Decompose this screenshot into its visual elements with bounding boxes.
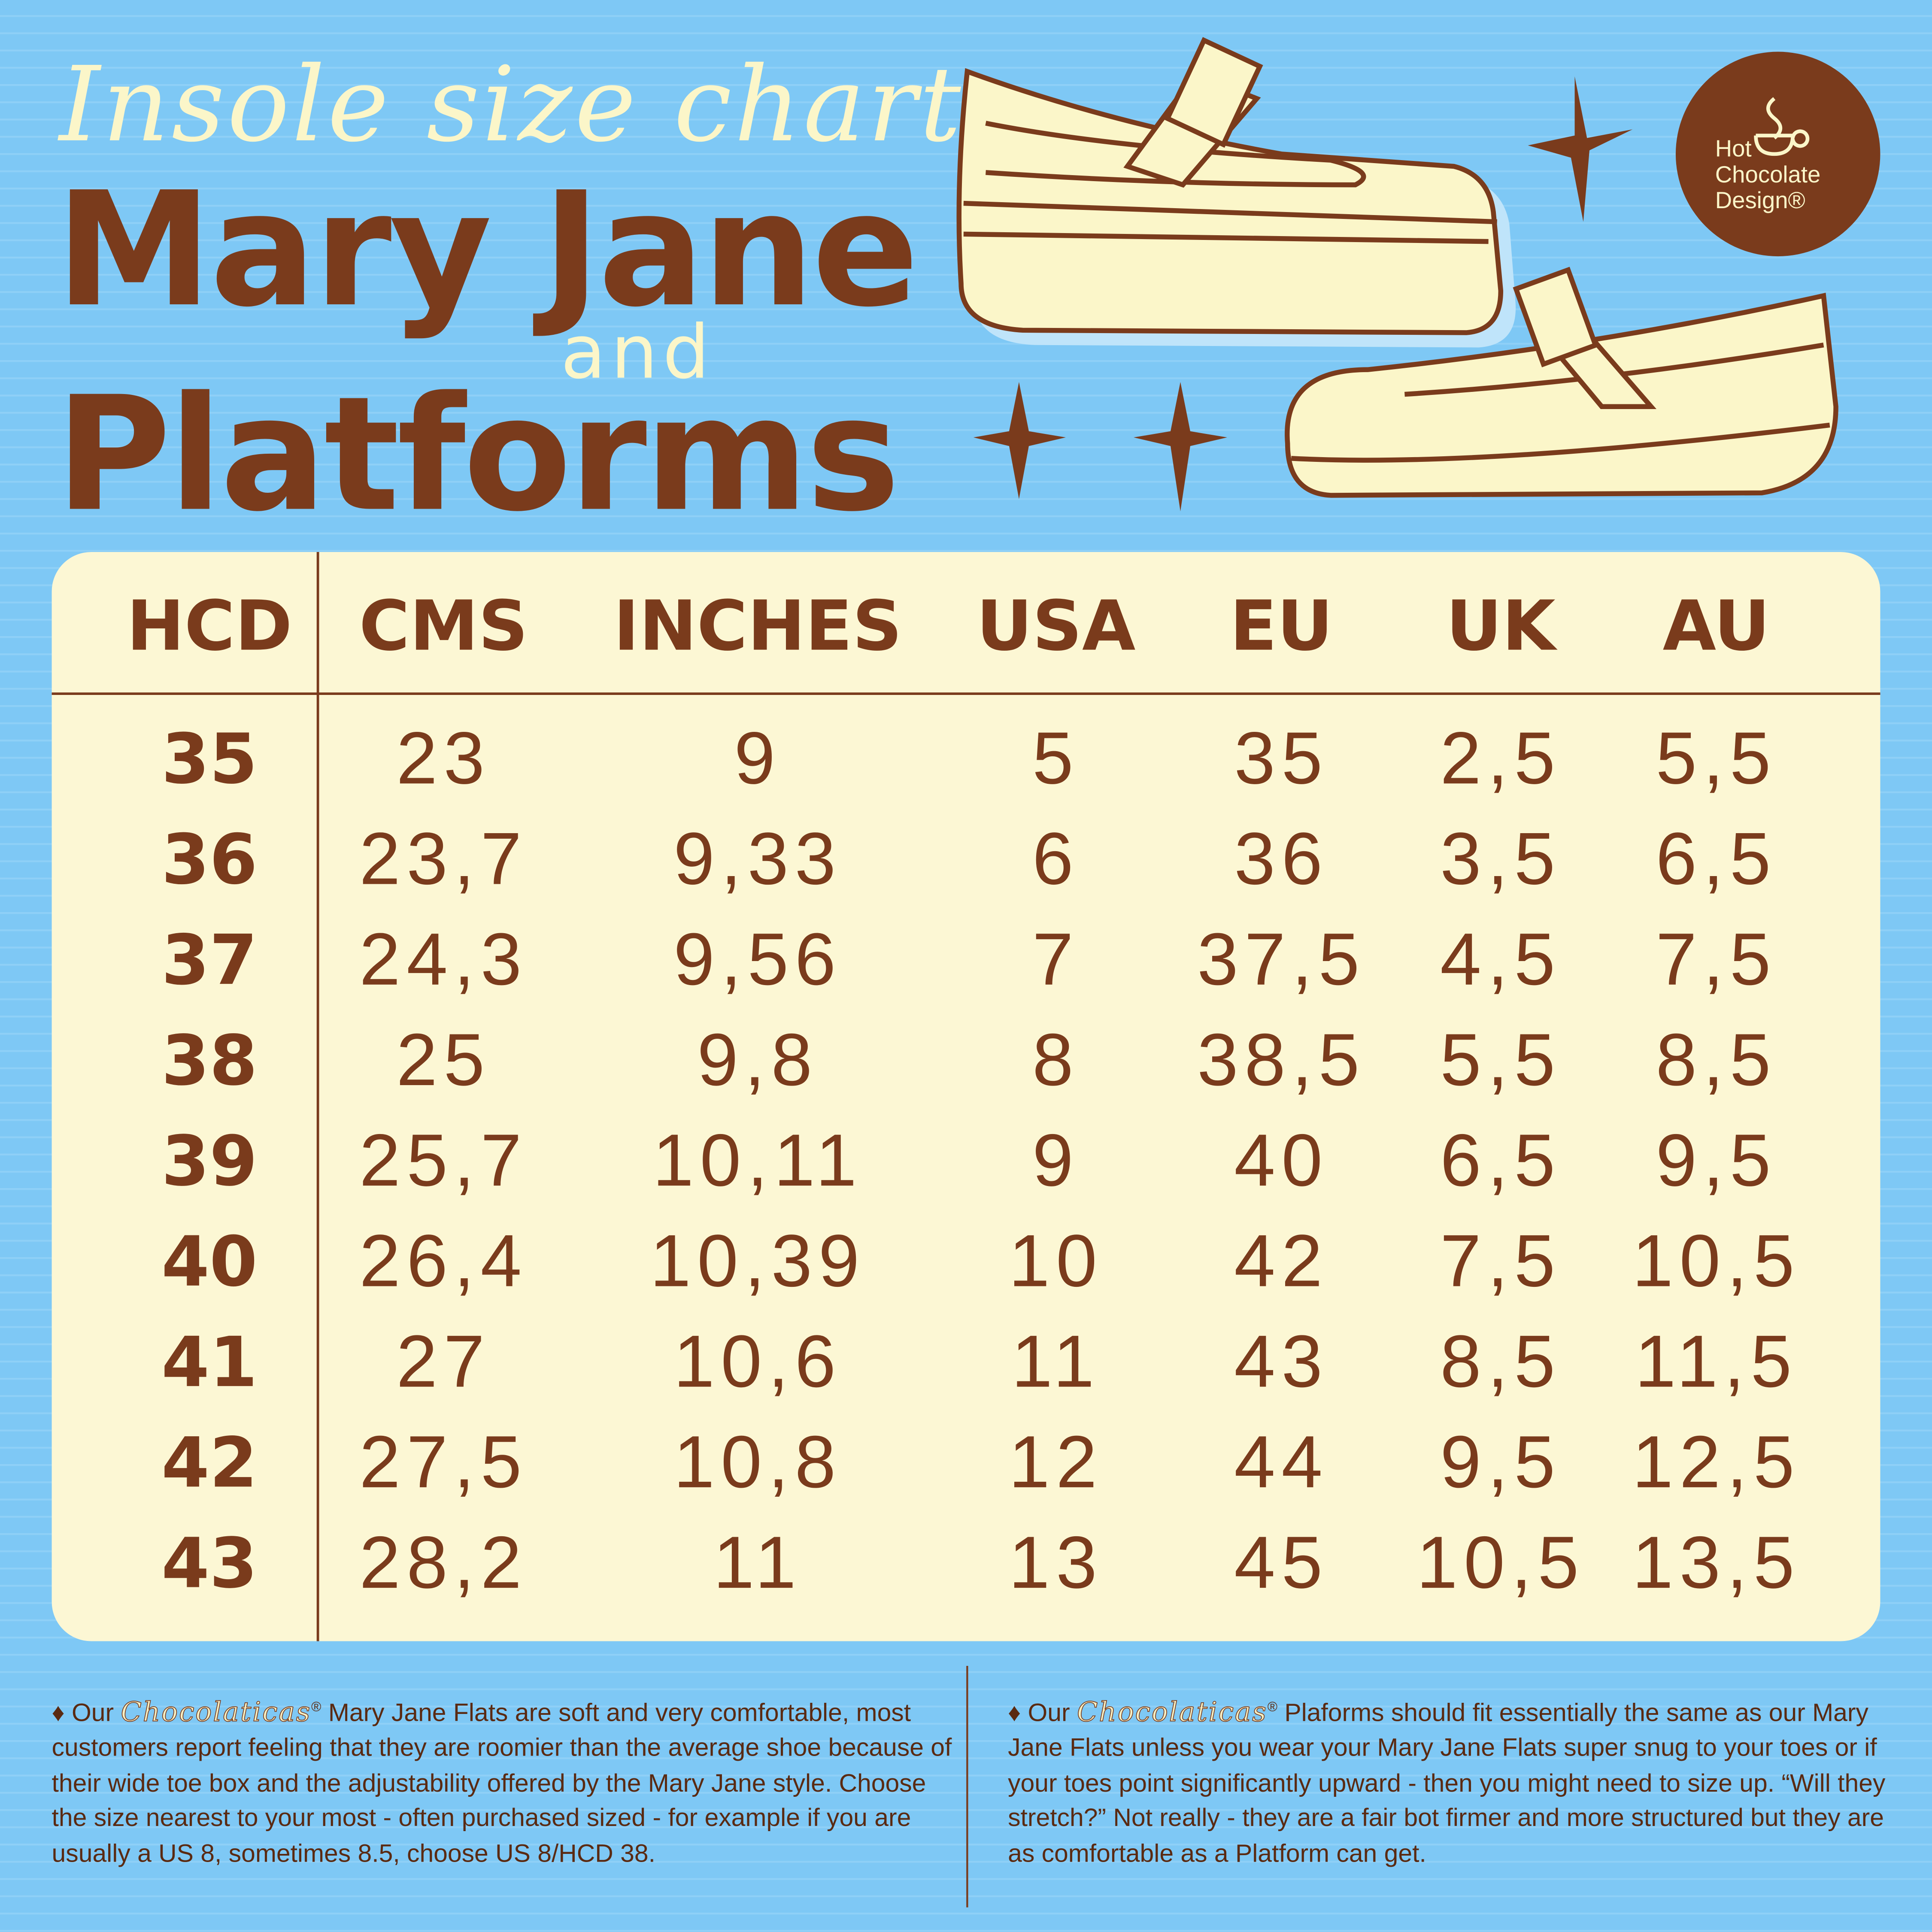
table-cell: 11 [713,1521,802,1604]
note-left: ♦ Our Chocolaticas® Mary Jane Flats are … [52,1690,958,1872]
trademark: ® [311,1700,321,1715]
table-cell: 9,8 [697,1019,818,1101]
table-cell: 10,5 [1632,1219,1801,1302]
row-header-cell: 36 [161,819,258,900]
table-cell: 35 [1234,717,1328,799]
table-cell: 25 [396,1019,491,1101]
row-header-cell: 41 [161,1322,258,1402]
note-lead: ♦ Our [1008,1698,1070,1727]
row-header-cell: 43 [161,1523,258,1604]
column-header: AU [1663,586,1770,666]
table-cell: 36 [1234,817,1328,900]
table-cell: 10,39 [650,1219,866,1302]
note-right: ♦ Our Chocolaticas® Plaforms should fit … [1008,1690,1889,1872]
table-cell: 6,5 [1656,817,1777,900]
table-cell: 44 [1234,1421,1328,1503]
flat-shoe-illustration [1285,267,1838,498]
logo-cup-icon [1754,97,1810,156]
table-cell: 6 [1032,817,1080,900]
table-cell: 7,5 [1440,1219,1561,1302]
table-cell: 8,5 [1656,1019,1777,1101]
logo-line: Hot [1715,136,1752,162]
table-cell: 12 [1009,1421,1103,1503]
table-cell: 10,8 [673,1421,842,1503]
table-cell: 40 [1234,1119,1328,1201]
table-cell: 11,5 [1635,1320,1798,1403]
table-panel [52,552,1880,1641]
table-cell: 27 [396,1320,491,1403]
table-cell: 42 [1234,1219,1328,1302]
column-header: UK [1446,586,1558,666]
table-cell: 11 [1011,1320,1100,1403]
column-header: USA [977,586,1136,666]
table-cell: 5,5 [1656,717,1777,799]
note-body: Mary Jane Flats are soft and very comfor… [52,1698,952,1868]
table-cell: 9,56 [673,918,842,1001]
table-cell: 7,5 [1656,918,1777,1001]
row-header-cell: 38 [161,1020,258,1101]
size-table: HCD CMS INCHES USA EU UK AU 35 23 9 5 35 2,5 5,5 36 23,… [127,586,1801,1604]
column-header: INCHES [613,586,902,666]
table-cell: 9 [1032,1119,1080,1201]
note-body: Plaforms should fit essentially the same… [1008,1698,1886,1868]
logo-line: Design® [1715,187,1805,213]
table-cell: 13,5 [1632,1521,1801,1604]
table-cell: 9,33 [673,817,842,900]
table-cell: 10 [1009,1219,1103,1302]
table-cell: 10,5 [1416,1521,1585,1604]
table-cell: 10,6 [673,1320,842,1403]
table-cell: 9,5 [1440,1421,1561,1503]
table-cell: 7 [1032,918,1080,1001]
logo-line: Chocolate [1715,161,1821,188]
table-cell: 37,5 [1197,918,1366,1001]
table-cell: 23 [396,717,491,799]
decorative-stars [973,76,1633,512]
table-cell: 9 [734,717,781,799]
trademark: ® [1267,1700,1277,1715]
table-cell: 8 [1032,1019,1080,1101]
table-cell: 3,5 [1440,817,1561,900]
table-cell: 45 [1234,1521,1328,1604]
table-cell: 28,2 [359,1521,528,1604]
table-cell: 13 [1009,1521,1103,1604]
brand-name: Chocolaticas [1077,1697,1268,1729]
script-title: Insole size chart [58,44,964,165]
table-cell: 24,3 [359,918,528,1001]
table-cell: 12,5 [1632,1421,1801,1503]
table-cell: 5 [1032,717,1080,799]
brand-name: Chocolaticas [121,1697,312,1729]
table-cell: 25,7 [359,1119,528,1201]
table-cell: 23,7 [359,817,528,900]
row-header-cell: 40 [161,1222,258,1302]
title-line-2: Platforms [55,363,898,546]
row-header-cell: 35 [161,719,258,799]
note-lead: ♦ Our [52,1698,114,1727]
row-header-cell: 37 [161,920,258,1000]
table-cell: 8,5 [1440,1320,1561,1403]
table-cell: 26,4 [359,1219,528,1302]
title-line-1: Mary Jane [55,158,916,342]
table-cell: 2,5 [1440,717,1561,799]
table-cell: 6,5 [1440,1119,1561,1201]
note-text: ♦ Our Chocolaticas® Mary Jane Flats are … [52,1690,958,1872]
column-header: CMS [359,586,528,666]
table-cell: 10,11 [652,1119,863,1201]
column-header: EU [1230,586,1333,666]
title-connector: and [561,309,714,395]
note-text: ♦ Our Chocolaticas® Plaforms should fit … [1008,1690,1889,1872]
column-header: HCD [127,586,292,666]
table-cell: 5,5 [1440,1019,1561,1101]
table-cell: 27,5 [359,1421,528,1503]
row-header-cell: 39 [161,1121,258,1201]
table-cell: 9,5 [1656,1119,1777,1201]
table-cell: 43 [1234,1320,1328,1403]
row-header-cell: 42 [161,1422,258,1503]
platform-shoe-illustration [956,37,1516,348]
table-cell: 38,5 [1197,1019,1366,1101]
table-cell: 4,5 [1440,918,1561,1001]
